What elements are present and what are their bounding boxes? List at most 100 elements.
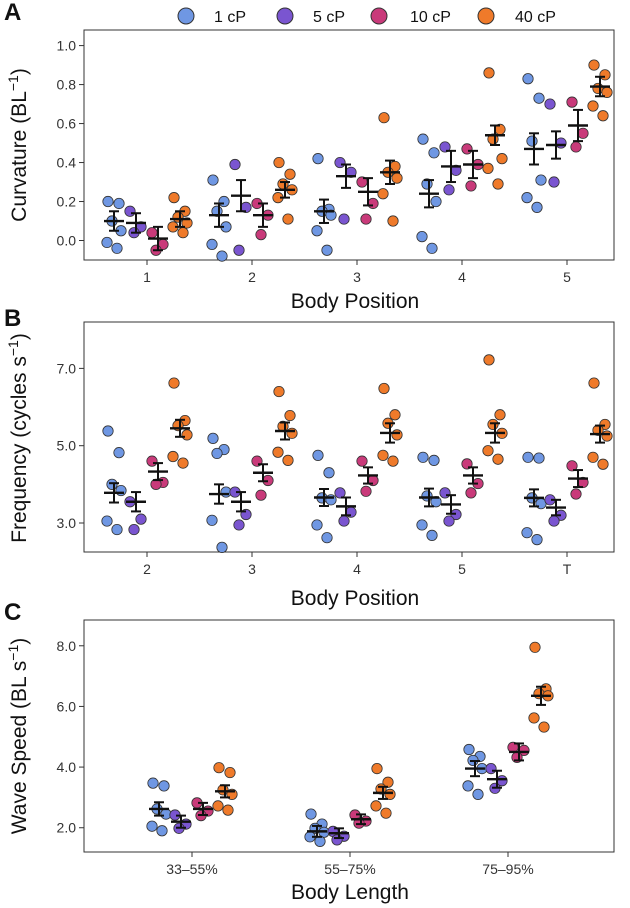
data-point bbox=[528, 712, 540, 724]
data-point bbox=[443, 184, 455, 196]
y-tick-label: 3.0 bbox=[57, 515, 77, 531]
x-tick-label: 1 bbox=[143, 269, 151, 285]
data-point bbox=[360, 485, 372, 497]
data-point bbox=[207, 174, 219, 186]
data-point bbox=[597, 110, 609, 122]
data-point bbox=[181, 217, 193, 229]
data-point bbox=[282, 213, 294, 225]
data-point bbox=[533, 452, 545, 464]
panel-b-xlabel: Body Position bbox=[291, 587, 419, 610]
panel-letter-a: A bbox=[4, 0, 21, 26]
data-point bbox=[544, 98, 556, 110]
x-tick-label: 3 bbox=[353, 269, 361, 285]
y-tick-label: 6.0 bbox=[57, 698, 77, 714]
data-point bbox=[597, 458, 609, 470]
legend-label-5cp: 5 cP bbox=[313, 9, 345, 26]
data-point bbox=[360, 213, 372, 225]
data-point bbox=[538, 721, 550, 733]
data-point bbox=[391, 429, 403, 441]
panel-letter-b: B bbox=[4, 305, 21, 332]
data-point bbox=[492, 178, 504, 190]
data-point bbox=[391, 172, 403, 184]
y-tick-label: 0.0 bbox=[57, 233, 77, 249]
data-point bbox=[212, 800, 224, 812]
data-point bbox=[439, 487, 451, 499]
data-point bbox=[282, 454, 294, 466]
data-point bbox=[168, 377, 180, 389]
data-point bbox=[439, 141, 451, 153]
data-point bbox=[233, 244, 245, 256]
data-point bbox=[522, 451, 534, 463]
data-point bbox=[113, 447, 125, 459]
x-tick-label: 2 bbox=[248, 269, 256, 285]
data-point bbox=[535, 174, 547, 186]
data-point bbox=[128, 523, 140, 536]
x-tick-label: 4 bbox=[458, 269, 466, 285]
data-point bbox=[587, 100, 599, 112]
y-tick-label: 0.4 bbox=[57, 155, 77, 171]
y-tick-label: 8.0 bbox=[57, 638, 77, 654]
panel-c-chart: 2.0 4.0 6.0 8.0 33–55% 55–75% 75–95% Body Len… bbox=[5, 619, 615, 904]
data-point bbox=[206, 514, 218, 526]
data-point bbox=[273, 385, 285, 398]
data-point bbox=[588, 377, 600, 389]
data-point bbox=[426, 242, 438, 254]
data-point bbox=[305, 808, 317, 820]
x-tick-label: 2 bbox=[143, 561, 151, 577]
data-point bbox=[222, 804, 234, 816]
data-point bbox=[482, 162, 494, 174]
panel-letter-c: C bbox=[4, 599, 21, 626]
data-point bbox=[224, 766, 236, 779]
data-point bbox=[146, 820, 158, 832]
data-point bbox=[531, 534, 543, 546]
data-point bbox=[216, 541, 228, 553]
data-point bbox=[311, 519, 323, 531]
data-point bbox=[325, 209, 337, 221]
panel-a-chart: 0.0 0.2 0.4 0.6 0.8 1.0 1 2 3 4 5 Body Position C… bbox=[5, 29, 615, 313]
legend-swatch-5cp bbox=[276, 7, 294, 25]
data-point bbox=[272, 446, 284, 458]
data-point bbox=[177, 227, 189, 239]
data-point bbox=[462, 780, 474, 792]
data-point bbox=[601, 430, 613, 442]
panel-b-frame bbox=[83, 321, 615, 553]
data-point bbox=[338, 213, 350, 225]
data-point bbox=[331, 834, 343, 846]
data-point bbox=[485, 763, 497, 775]
data-point bbox=[492, 453, 504, 465]
panel-c-frame bbox=[83, 619, 615, 853]
legend-swatch-1cp bbox=[177, 7, 195, 25]
y-tick-label: 0.2 bbox=[57, 194, 77, 210]
data-point bbox=[167, 450, 179, 463]
data-point bbox=[548, 515, 560, 527]
data-point bbox=[430, 195, 442, 208]
data-point bbox=[321, 532, 333, 544]
data-point bbox=[587, 451, 599, 463]
data-point bbox=[570, 141, 582, 153]
x-tick-label: 75–95% bbox=[482, 861, 533, 877]
panel-a-frame bbox=[83, 29, 615, 261]
x-tick-label: 4 bbox=[353, 561, 361, 577]
data-point bbox=[206, 238, 218, 251]
data-point bbox=[102, 195, 114, 208]
data-point bbox=[521, 527, 533, 539]
data-point bbox=[312, 449, 324, 461]
data-point bbox=[273, 156, 285, 169]
data-point bbox=[156, 825, 168, 837]
data-point bbox=[570, 488, 582, 500]
data-point bbox=[465, 487, 477, 499]
data-point bbox=[135, 513, 147, 525]
data-point bbox=[377, 188, 389, 200]
data-point bbox=[483, 354, 495, 366]
data-point bbox=[482, 445, 494, 457]
x-tick-label: 3 bbox=[248, 561, 256, 577]
y-tick-label: 4.0 bbox=[57, 759, 77, 775]
data-point bbox=[599, 69, 611, 81]
data-point bbox=[417, 133, 429, 145]
data-point bbox=[465, 180, 477, 192]
data-point bbox=[101, 515, 113, 527]
panel-a-xlabel: Body Position bbox=[291, 290, 419, 313]
data-point bbox=[487, 418, 499, 431]
data-point bbox=[521, 192, 533, 204]
